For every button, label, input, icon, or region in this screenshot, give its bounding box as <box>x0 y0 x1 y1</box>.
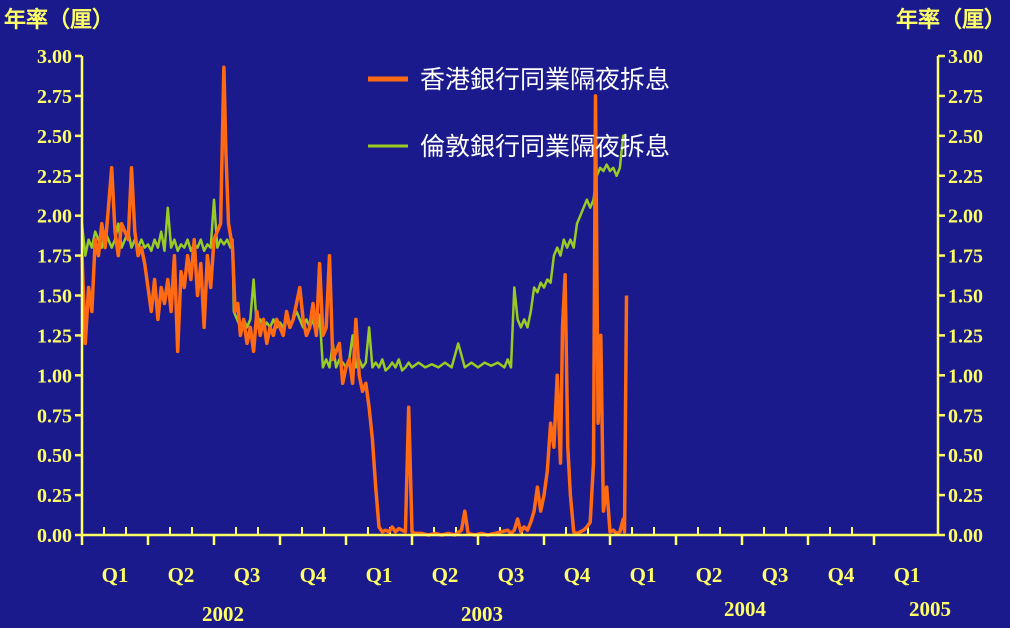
quarter-label: Q2 <box>696 563 723 587</box>
right-y-tick-label: 0.75 <box>948 405 983 427</box>
left-y-tick-label: 1.25 <box>37 325 72 347</box>
left-y-axis: 0.00 0.25 0.50 0.75 1.00 1.25 1.50 1.75 2.00 2.25… <box>37 46 82 547</box>
right-y-tick-label: 1.75 <box>948 246 983 268</box>
right-y-tick-label: 1.50 <box>948 286 983 308</box>
quarter-label: Q3 <box>762 563 789 587</box>
series-layer <box>80 65 629 537</box>
year-label: 2005 <box>909 597 951 621</box>
right-y-tick-label: 0.25 <box>948 485 983 507</box>
left-y-tick-label: 2.25 <box>37 166 72 188</box>
right-y-tick-label: 2.75 <box>948 86 983 108</box>
right-axis-unit: 年率（厘） <box>896 7 1006 33</box>
left-axis-unit: 年率（厘） <box>4 7 114 33</box>
legend-label-hibor: 香港銀行同業隔夜拆息 <box>420 65 670 94</box>
quarter-label: Q1 <box>366 563 393 587</box>
quarter-label: Q3 <box>498 563 525 587</box>
quarter-label: Q4 <box>828 563 855 587</box>
left-y-tick-label: 1.75 <box>37 246 72 268</box>
right-y-tick-label: 1.00 <box>948 365 983 387</box>
quarter-label: Q2 <box>432 563 459 587</box>
right-y-tick-label: 1.25 <box>948 325 983 347</box>
right-y-axis: 0.00 0.25 0.50 0.75 1.00 1.25 1.50 1.75 2.00 2.25… <box>938 46 983 547</box>
right-y-tick-label: 2.00 <box>948 206 983 228</box>
left-y-tick-label: 0.00 <box>37 525 72 547</box>
year-label: 2004 <box>724 597 767 621</box>
right-y-tick-label: 2.25 <box>948 166 983 188</box>
left-y-tick-label: 0.25 <box>37 485 72 507</box>
left-y-tick-label: 1.50 <box>37 286 72 308</box>
quarter-label: Q2 <box>168 563 195 587</box>
right-y-tick-label: 2.50 <box>948 126 983 148</box>
right-y-tick-label: 3.00 <box>948 46 983 68</box>
series-line-libor <box>80 134 627 372</box>
year-label: 2002 <box>202 602 244 626</box>
quarter-label: Q3 <box>234 563 261 587</box>
x-axis: Q1 Q2 Q3 Q4 Q1 Q2 Q3 Q4 Q1 Q2 Q3 Q4 Q1 2002 2003 2004 20… <box>80 527 951 626</box>
left-y-tick-label: 2.75 <box>37 86 72 108</box>
right-y-tick-label: 0.00 <box>948 525 983 547</box>
quarter-label: Q1 <box>630 563 657 587</box>
series-line-hibor <box>80 65 629 537</box>
year-label: 2003 <box>461 602 503 626</box>
left-y-tick-label: 0.50 <box>37 445 72 467</box>
left-y-tick-label: 3.00 <box>37 46 72 68</box>
left-y-tick-label: 2.00 <box>37 206 72 228</box>
left-y-tick-label: 2.50 <box>37 126 72 148</box>
left-y-tick-label: 0.75 <box>37 405 72 427</box>
quarter-label: Q1 <box>894 563 921 587</box>
legend-label-libor: 倫敦銀行同業隔夜拆息 <box>420 132 670 161</box>
quarter-label: Q1 <box>102 563 129 587</box>
quarter-label: Q4 <box>300 563 327 587</box>
left-y-tick-label: 1.00 <box>37 365 72 387</box>
quarter-label: Q4 <box>564 563 591 587</box>
legend: 香港銀行同業隔夜拆息 倫敦銀行同業隔夜拆息 <box>368 65 670 161</box>
right-y-tick-label: 0.50 <box>948 445 983 467</box>
